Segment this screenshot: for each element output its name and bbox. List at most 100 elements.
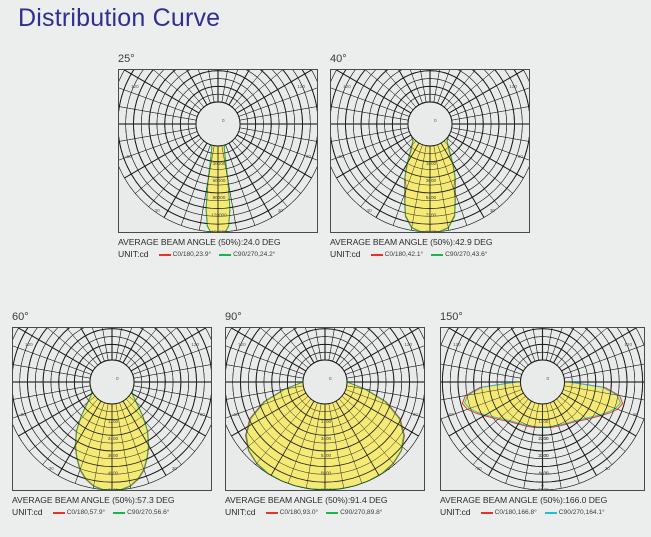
svg-text:-30: -30 — [475, 466, 482, 471]
svg-text:3300: 3300 — [538, 453, 549, 458]
svg-text:-30: -30 — [47, 466, 54, 471]
svg-text:60: 60 — [518, 154, 524, 159]
svg-text:5100: 5100 — [321, 453, 332, 458]
chart-footer: AVERAGE BEAM ANGLE (50%):42.9 DEG UNIT:c… — [330, 237, 530, 260]
chart-angle-label: 25° — [118, 53, 135, 65]
legend-row: UNIT:cd C0/180,166.8° C90/270,164.1° — [440, 507, 645, 518]
svg-text:30000: 30000 — [213, 161, 226, 166]
legend-swatch-icon — [480, 511, 493, 514]
svg-text:120: 120 — [343, 84, 351, 89]
legend-swatch-icon — [326, 511, 339, 514]
svg-text:3600: 3600 — [426, 178, 437, 183]
unit-label: UNIT:cd — [330, 249, 361, 259]
svg-text:1100: 1100 — [539, 419, 549, 424]
page-title: Distribution Curve — [18, 4, 221, 32]
legend-entry-c0: C0/180,42.1° — [370, 249, 424, 260]
chart-angle-label: 40° — [330, 53, 347, 65]
legend-row: UNIT:cd C0/180,23.9° C90/270,24.2° — [118, 249, 318, 260]
legend-row: UNIT:cd C0/180,93.0° C90/270,89.8° — [225, 507, 425, 518]
chart-footer: AVERAGE BEAM ANGLE (50%):57.3 DEG UNIT:c… — [12, 495, 212, 518]
legend-swatch-icon — [370, 253, 383, 256]
svg-text:120: 120 — [297, 84, 305, 89]
svg-text:-30: -30 — [153, 208, 160, 213]
legend-entry-c90: C90/270,43.6° — [431, 249, 487, 260]
polar-plot-25: 300006000090000120000150000120120-6060-3… — [118, 69, 318, 233]
legend-swatch-icon — [52, 511, 65, 514]
svg-text:3300: 3300 — [538, 453, 549, 458]
svg-text:-60: -60 — [447, 412, 454, 417]
legend-swatch-icon — [544, 511, 557, 514]
svg-text:0: 0 — [116, 376, 119, 381]
unit-label: UNIT:cd — [440, 507, 471, 517]
legend-label: C0/180,23.9° — [172, 251, 212, 258]
svg-text:5400: 5400 — [426, 195, 437, 200]
svg-text:0: 0 — [329, 376, 332, 381]
svg-text:1800: 1800 — [426, 161, 437, 166]
svg-text:0: 0 — [434, 118, 437, 123]
svg-text:1200: 1200 — [108, 419, 119, 424]
legend-label: C90/270,24.2° — [233, 251, 276, 258]
legend-label: C90/270,89.8° — [340, 509, 383, 516]
beam-angle-text: AVERAGE BEAM ANGLE (50%):91.4 DEG — [225, 495, 388, 505]
legend-entry-c0: C0/180,57.9° — [52, 507, 106, 518]
legend-items: C0/180,23.9° C90/270,24.2° — [158, 249, 284, 260]
legend-row: UNIT:cd C0/180,42.1° C90/270,43.6° — [330, 249, 530, 260]
svg-text:6000: 6000 — [108, 488, 119, 490]
chart-footer: AVERAGE BEAM ANGLE (50%):166.0 DEG UNIT:… — [440, 495, 645, 518]
polar-plot-60: 12002400360048006000120120-6060-30300012… — [12, 327, 212, 491]
legend-entry-c90: C90/270,164.1° — [544, 507, 605, 518]
legend-entry-c0: C0/180,23.9° — [158, 249, 212, 260]
legend-label: C90/270,43.6° — [445, 251, 488, 258]
unit-label: UNIT:cd — [118, 249, 149, 259]
legend-label: C90/270,56.6° — [127, 509, 170, 516]
legend-items: C0/180,166.8° C90/270,164.1° — [480, 507, 613, 518]
svg-text:0: 0 — [547, 376, 550, 381]
unit-label: UNIT:cd — [12, 507, 43, 517]
beam-angle-text: AVERAGE BEAM ANGLE (50%):24.0 DEG — [118, 237, 281, 247]
svg-text:30: 30 — [278, 208, 284, 213]
svg-text:2200: 2200 — [538, 436, 549, 441]
unit-label: UNIT:cd — [225, 507, 256, 517]
svg-text:60: 60 — [413, 412, 419, 417]
svg-text:60: 60 — [633, 412, 639, 417]
legend-label: C0/180,166.8° — [494, 509, 537, 516]
svg-text:120: 120 — [238, 342, 246, 347]
svg-text:90000: 90000 — [213, 195, 226, 200]
chart-angle-label: 90° — [225, 311, 242, 323]
svg-text:120: 120 — [453, 342, 461, 347]
legend-label: C0/180,93.0° — [279, 509, 319, 516]
chart-footer: AVERAGE BEAM ANGLE (50%):24.0 DEG UNIT:c… — [118, 237, 318, 260]
beam-angle-text: AVERAGE BEAM ANGLE (50%):42.9 DEG — [330, 237, 493, 247]
legend-swatch-icon — [265, 511, 278, 514]
chart-card-40: 40° 18003600540072009000120120-6060-3030… — [330, 52, 530, 260]
legend-entry-c90: C90/270,56.6° — [113, 507, 169, 518]
svg-text:7200: 7200 — [426, 212, 437, 217]
legend-items: C0/180,57.9° C90/270,56.6° — [52, 507, 178, 518]
polar-plot-40: 18003600540072009000120120-6060-30300018… — [330, 69, 530, 233]
svg-text:60: 60 — [200, 412, 206, 417]
legend-items: C0/180,42.1° C90/270,43.6° — [370, 249, 496, 260]
polar-plot-svg: 300006000090000120000150000120120-6060-3… — [119, 70, 317, 232]
polar-plot-90: 17003400510068008500120120-6060-30300017… — [225, 327, 425, 491]
polar-plot-svg: 12002400360048006000120120-6060-30300012… — [13, 328, 211, 490]
legend-entry-c90: C90/270,24.2° — [219, 249, 275, 260]
svg-text:120000: 120000 — [211, 212, 227, 217]
legend-label: C0/180,42.1° — [384, 251, 424, 258]
legend-label: C0/180,57.9° — [66, 509, 106, 516]
polar-plot-svg: 18003600540072009000120120-6060-30300018… — [331, 70, 529, 232]
chart-card-25: 25° 300006000090000120000150000120120-60… — [118, 52, 318, 260]
legend-swatch-icon — [219, 253, 232, 256]
svg-text:120: 120 — [131, 84, 139, 89]
legend-entry-c90: C90/270,89.8° — [326, 507, 382, 518]
svg-text:1700: 1700 — [321, 419, 332, 424]
chart-footer: AVERAGE BEAM ANGLE (50%):91.4 DEG UNIT:c… — [225, 495, 425, 518]
chart-card-60: 60° 12002400360048006000120120-6060-3030… — [12, 310, 212, 518]
chart-angle-label: 60° — [12, 311, 29, 323]
svg-text:4400: 4400 — [538, 470, 549, 475]
beam-angle-text: AVERAGE BEAM ANGLE (50%):166.0 DEG — [440, 495, 608, 505]
legend-entry-c0: C0/180,93.0° — [265, 507, 319, 518]
polar-plot-svg: 17003400510068008500120120-6060-30300017… — [226, 328, 424, 490]
svg-text:-30: -30 — [365, 208, 372, 213]
chart-card-150: 150° 1100 2200 3300 4400 5500 120 120 -60 60 -30 3… — [440, 310, 645, 518]
chart-angle-label: 150° — [440, 311, 463, 323]
